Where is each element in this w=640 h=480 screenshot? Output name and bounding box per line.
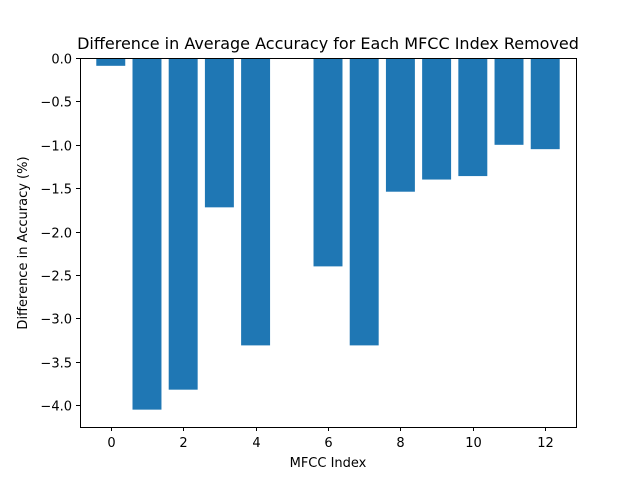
bar-mfcc-4 (241, 58, 271, 346)
y-tick-label: 0.0 (51, 53, 72, 68)
x-tick-label: 12 (537, 436, 554, 451)
y-tick-label: −1.5 (40, 183, 72, 198)
y-tick-label: −0.5 (40, 96, 72, 111)
y-axis-ticks: 0.0 −0.5 −1.0 −1.5 −2.0 −2.5 −3.0 −3.5 −4.0 (40, 53, 80, 415)
y-tick-label: −2.5 (40, 270, 72, 285)
y-axis-label: Difference in Accuracy (%) (16, 156, 31, 329)
y-tick-label: −4.0 (40, 400, 72, 415)
bar-mfcc-7 (349, 58, 379, 346)
bar-mfcc-12 (530, 58, 560, 150)
y-tick-label: −3.0 (40, 313, 72, 328)
y-tick-label: −1.0 (40, 140, 72, 155)
bar-mfcc-2 (168, 58, 198, 390)
bar-mfcc-3 (204, 58, 234, 208)
x-tick-label: 2 (179, 436, 187, 451)
y-tick-label: −2.0 (40, 227, 72, 242)
x-tick-label: 0 (107, 436, 115, 451)
bars-group (96, 58, 560, 410)
x-tick-label: 4 (252, 436, 260, 451)
y-tick-label: −3.5 (40, 357, 72, 372)
bar-mfcc-0 (96, 58, 126, 66)
x-axis-ticks: 0 2 4 6 8 10 12 (107, 427, 554, 451)
plot-frame (80, 58, 577, 428)
x-axis-label: MFCC Index (290, 456, 367, 471)
bar-mfcc-8 (385, 58, 415, 192)
bar-mfcc-9 (422, 58, 452, 180)
bar-mfcc-1 (132, 58, 162, 410)
bar-mfcc-11 (494, 58, 524, 145)
bar-mfcc-6 (313, 58, 343, 267)
x-tick-label: 6 (324, 436, 332, 451)
x-tick-label: 10 (465, 436, 482, 451)
x-tick-label: 8 (396, 436, 404, 451)
bar-mfcc-10 (458, 58, 488, 177)
chart-title: Difference in Average Accuracy for Each … (77, 34, 579, 53)
